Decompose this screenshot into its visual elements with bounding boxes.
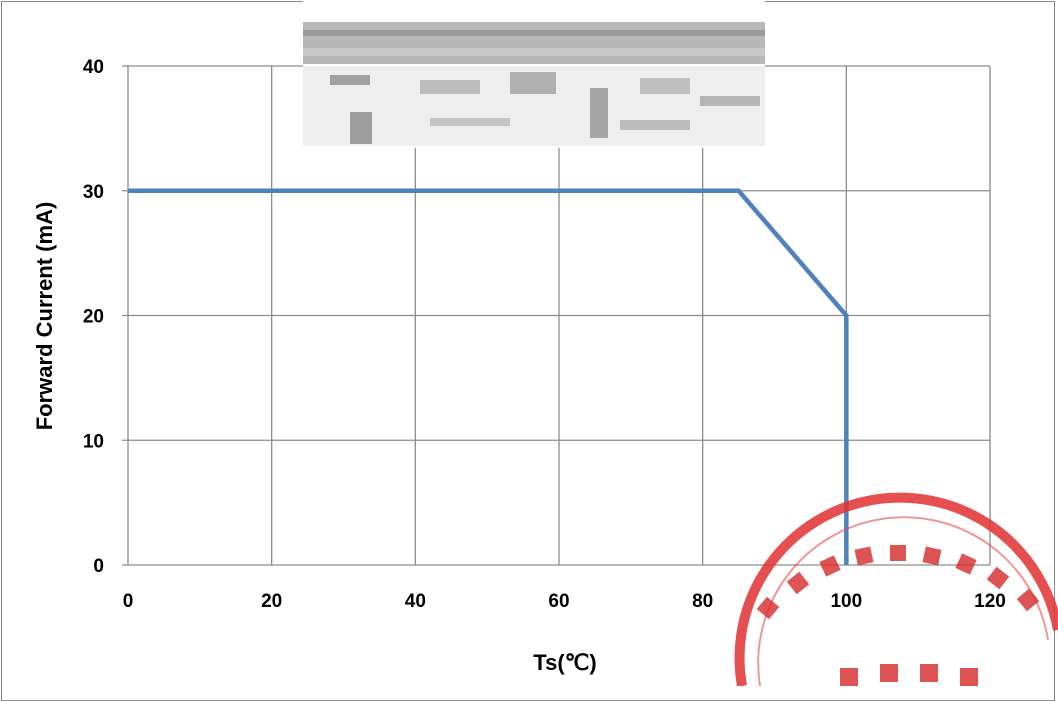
scan-artifact bbox=[303, 0, 765, 148]
y-tick-labels: 0 10 20 30 40 bbox=[83, 57, 104, 577]
y-tick-label-3: 30 bbox=[83, 182, 104, 203]
series-line-0 bbox=[128, 191, 846, 565]
company-seal bbox=[740, 498, 1058, 686]
y-tick-label-4: 40 bbox=[83, 57, 104, 78]
y-tick-label-0: 0 bbox=[93, 556, 104, 577]
x-tick-label-1: 20 bbox=[261, 591, 282, 612]
x-tick-label-0: 0 bbox=[123, 591, 134, 612]
x-tick-labels: 0 20 40 60 80 100 120 bbox=[123, 591, 1006, 612]
x-tick-label-5: 100 bbox=[830, 591, 862, 612]
x-axis-title: Ts(℃) bbox=[533, 650, 596, 675]
y-axis-title: Forward Current (mA) bbox=[32, 202, 57, 431]
x-tick-label-4: 80 bbox=[692, 591, 713, 612]
series-layer bbox=[128, 191, 847, 565]
seal-characters bbox=[757, 545, 1040, 686]
y-tick-label-1: 10 bbox=[83, 431, 104, 452]
x-tick-label-2: 40 bbox=[405, 591, 426, 612]
x-tick-label-3: 60 bbox=[548, 591, 569, 612]
derating-chart: 0 20 40 60 80 100 120 0 10 20 30 40 Ts(℃) Forward … bbox=[0, 0, 1058, 686]
y-tick-label-2: 20 bbox=[83, 307, 104, 328]
x-tick-label-6: 120 bbox=[974, 591, 1006, 612]
